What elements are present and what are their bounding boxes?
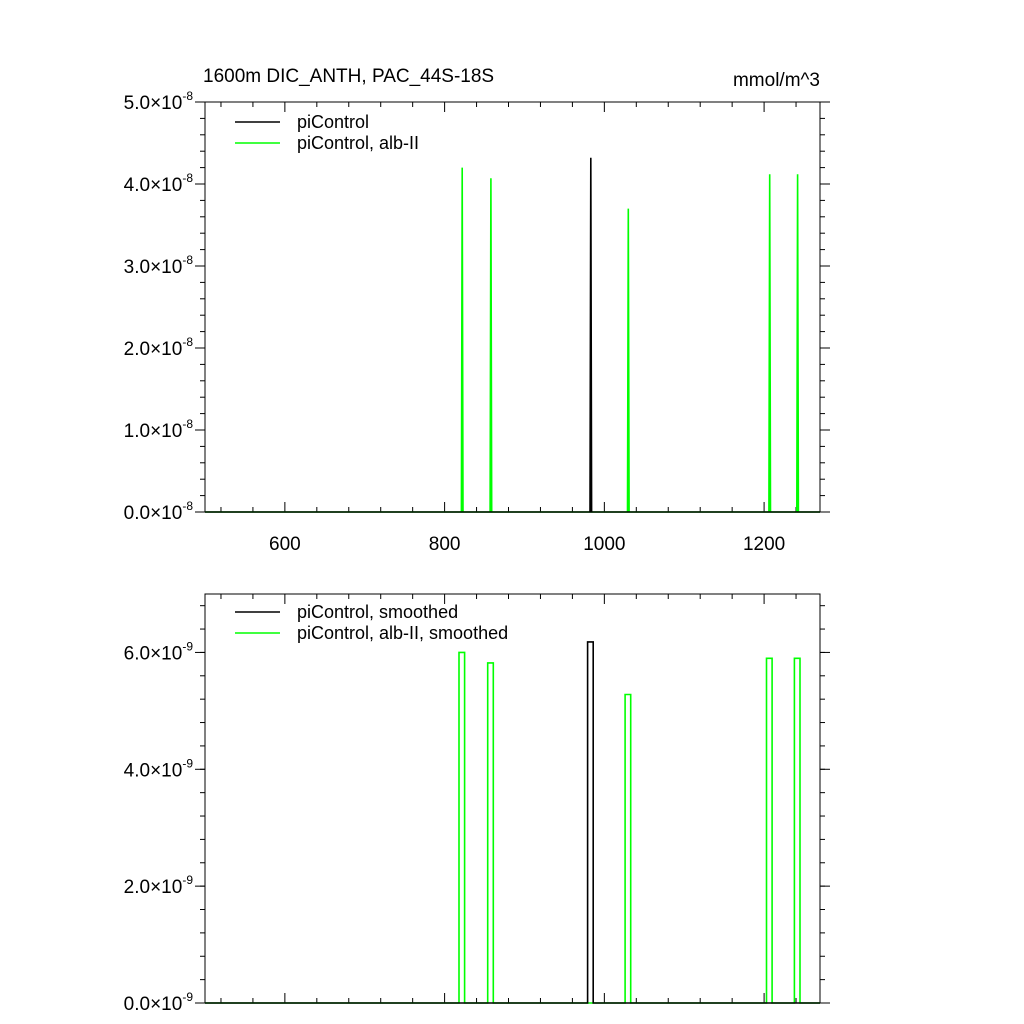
top-panel: 600 800 1000 1200 0.0×10-8 1.0×10-8 2.0×10-8 3.… bbox=[124, 89, 830, 555]
y-tick-label: 4.0×10-9 bbox=[124, 756, 194, 781]
y-tick-label: 5.0×10-8 bbox=[124, 89, 194, 114]
x-tick-label: 600 bbox=[269, 534, 301, 555]
legend-label: piControl, alb-II, smoothed bbox=[297, 623, 508, 643]
y-tick-label: 3.0×10-8 bbox=[124, 253, 194, 278]
x-tick-label: 800 bbox=[429, 534, 461, 555]
series-line bbox=[205, 641, 820, 1004]
series-line bbox=[205, 157, 820, 513]
plot-frame bbox=[204, 593, 821, 1004]
y-tick-label: 4.0×10-8 bbox=[124, 171, 194, 196]
legend-label: piControl bbox=[297, 112, 369, 132]
x-tick-label: 1200 bbox=[743, 534, 785, 555]
units-label: mmol/m^3 bbox=[733, 70, 820, 91]
y-tick-label: 0.0×10-8 bbox=[124, 499, 194, 524]
chart-title: 1600m DIC_ANTH, PAC_44S-18S bbox=[203, 66, 494, 87]
series-line bbox=[205, 651, 820, 1004]
bottom-panel: 0.0×10-9 2.0×10-9 4.0×10-9 6.0×10-9 piContro… bbox=[124, 593, 830, 1015]
y-tick-label: 2.0×10-9 bbox=[124, 873, 194, 898]
y-tick-label: 2.0×10-8 bbox=[124, 335, 194, 360]
legend-label: piControl, smoothed bbox=[297, 602, 458, 622]
legend-label: piControl, alb-II bbox=[297, 133, 419, 153]
plot-frame bbox=[204, 101, 821, 513]
series-line bbox=[205, 167, 820, 513]
y-tick-label: 1.0×10-8 bbox=[124, 417, 194, 442]
y-tick-label: 6.0×10-9 bbox=[124, 639, 194, 664]
x-tick-label: 1000 bbox=[583, 534, 625, 555]
y-tick-label: 0.0×10-9 bbox=[124, 990, 194, 1015]
